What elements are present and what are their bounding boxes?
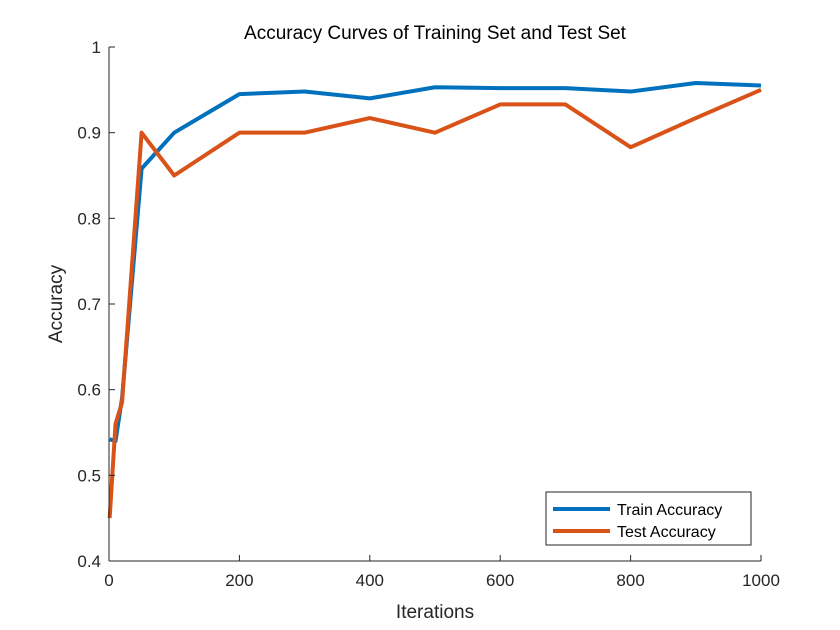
y-tick-label: 1 bbox=[92, 38, 101, 57]
legend-box bbox=[545, 491, 752, 546]
x-tick-label: 400 bbox=[356, 571, 384, 590]
series-line-test bbox=[107, 87, 762, 519]
x-tick-label: 600 bbox=[486, 571, 514, 590]
x-tick-label: 0 bbox=[104, 571, 113, 590]
y-tick-label: 0.6 bbox=[77, 381, 101, 400]
y-tick-label: 0.8 bbox=[77, 209, 101, 228]
legend-label-test: Test Accuracy bbox=[617, 524, 716, 541]
legend-label-train: Train Accuracy bbox=[617, 502, 722, 519]
y-tick-label: 0.4 bbox=[77, 552, 101, 571]
chart-title: Accuracy Curves of Training Set and Test… bbox=[244, 23, 627, 44]
y-axis-title: Accuracy bbox=[46, 264, 67, 343]
y-tick-label: 0.7 bbox=[77, 295, 101, 314]
x-tick-label: 200 bbox=[225, 571, 253, 590]
x-tick-label: 1000 bbox=[742, 571, 780, 590]
y-tick-label: 0.5 bbox=[77, 466, 101, 485]
x-tick-label: 800 bbox=[616, 571, 644, 590]
y-tick-label: 0.9 bbox=[77, 124, 101, 143]
plot-area: 0 200 400 600 800 1000 0.4 0.5 0.6 0.7 0.8 0.9 1 bbox=[77, 38, 780, 590]
legend: Train Accuracy Test Accuracy bbox=[545, 491, 752, 546]
x-axis-title: Iterations bbox=[396, 602, 474, 623]
